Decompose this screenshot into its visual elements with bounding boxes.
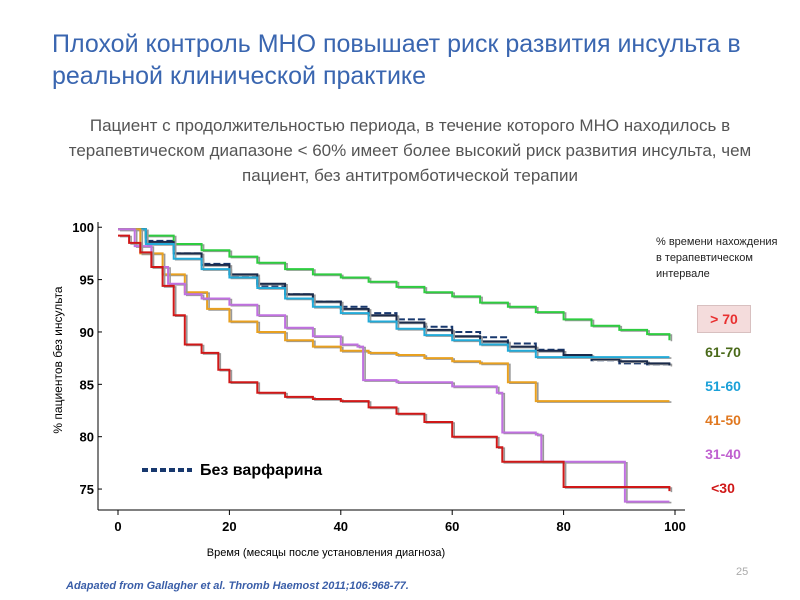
chart-axes <box>97 222 685 515</box>
series-shadow-5 <box>120 235 673 493</box>
series-line-2 <box>118 228 670 359</box>
x-tick-label: 0 <box>114 519 121 534</box>
legend-item-4: 31-40 <box>705 446 741 462</box>
chart-labels: 75 80 85 90 95 100 0 20 40 60 80 100 Время (месяцы п… <box>51 220 686 559</box>
series-line-4 <box>118 228 670 503</box>
chart-lines <box>118 228 673 504</box>
y-tick-label: 95 <box>80 273 94 288</box>
legend-item-0: > 70 <box>697 305 751 333</box>
y-tick-label: 90 <box>80 325 94 340</box>
y-tick-label: 80 <box>80 430 94 445</box>
y-tick-label: 75 <box>80 482 94 497</box>
x-axis-label: Время (месяцы после установления диагноз… <box>207 547 445 559</box>
slide-title: Плохой контроль МНО повышает риск развит… <box>52 30 741 90</box>
y-axis-label: % пациентов без инсульта <box>51 286 65 434</box>
x-tick-label: 40 <box>334 519 348 534</box>
legend-title: % времени нахождения в терапевтическом и… <box>656 236 778 280</box>
y-tick-label: 100 <box>72 220 94 235</box>
no-warfarin-label: Без варфарина <box>200 462 323 479</box>
y-tick-label: 85 <box>80 377 94 392</box>
no-warfarin-swatch <box>142 468 192 472</box>
x-tick-label: 100 <box>664 519 686 534</box>
page-number: 25 <box>736 566 749 578</box>
x-tick-label: 80 <box>556 519 570 534</box>
legend-item-1: 61-70 <box>705 344 741 360</box>
legend-item-2: 51-60 <box>705 378 741 394</box>
series-line-0 <box>118 228 671 341</box>
footnote: Adapated from Gallagher et al. Thromb Ha… <box>66 580 409 592</box>
legend-item-5: <30 <box>711 480 735 496</box>
series-line-5 <box>118 234 671 492</box>
slide-subtitle: Пациент с продолжительностью периода, в … <box>68 116 752 185</box>
x-tick-label: 60 <box>445 519 459 534</box>
legend-item-3: 41-50 <box>705 412 741 428</box>
x-tick-label: 20 <box>222 519 236 534</box>
